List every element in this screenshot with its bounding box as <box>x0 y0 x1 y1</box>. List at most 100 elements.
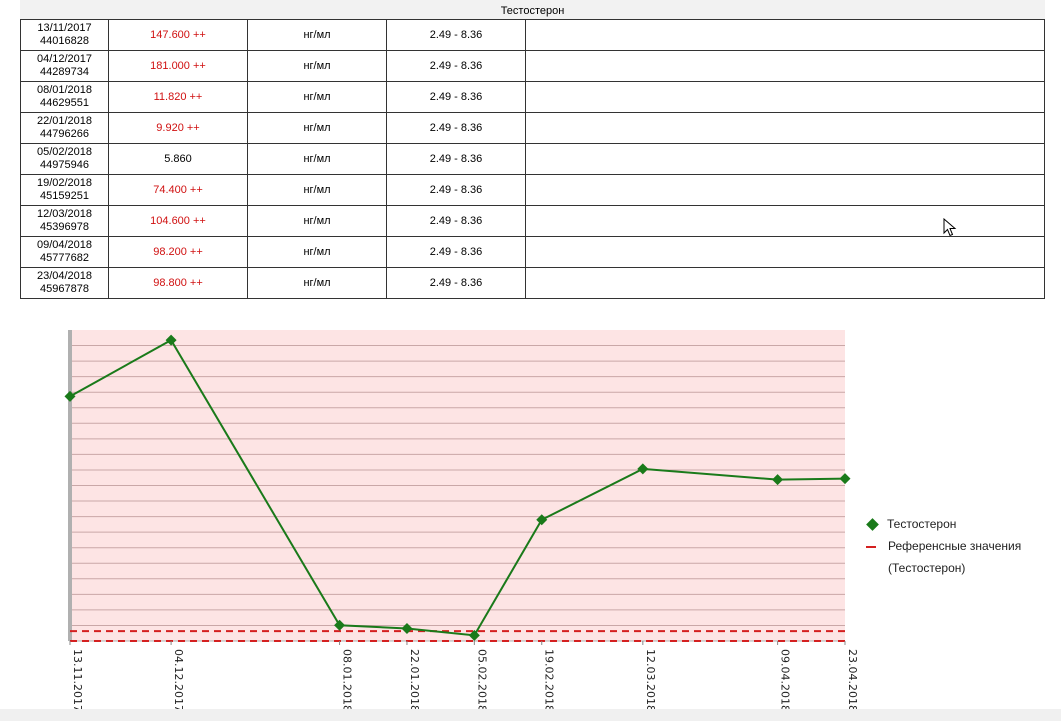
x-tick-label: 12.03.2018 <box>644 649 657 712</box>
date-cell: 22/01/2018 44796266 <box>21 113 109 143</box>
value-cell: 147.600 ++ <box>109 20 248 50</box>
table-title: Тестостерон <box>20 0 1045 20</box>
row-date: 05/02/2018 <box>36 146 93 158</box>
range-cell: 2.49 - 8.36 <box>387 144 526 174</box>
data-point <box>637 463 649 475</box>
data-point <box>468 629 480 641</box>
data-point <box>839 473 851 485</box>
data-point <box>165 334 177 346</box>
row-date: 13/11/2017 <box>37 22 92 34</box>
x-tick-label: 04.12.2017 <box>172 649 185 712</box>
x-tick-label: 19.02.2018 <box>543 649 556 712</box>
table-row: 05/02/2018 44975946 5.860 нг/мл 2.49 - 8.36 <box>21 144 1044 175</box>
note-cell <box>526 175 1044 205</box>
value-cell: 9.920 ++ <box>109 113 248 143</box>
unit-cell: нг/мл <box>248 175 387 205</box>
range-cell: 2.49 - 8.36 <box>387 237 526 267</box>
unit-cell: нг/мл <box>248 237 387 267</box>
range-cell: 2.49 - 8.36 <box>387 206 526 236</box>
x-tick-label: 08.01.2018 <box>341 649 354 712</box>
row-date: 04/12/2017 <box>36 53 93 65</box>
date-cell: 04/12/2017 44289734 <box>21 51 109 81</box>
legend-reference-label-2: (Тестостерон) <box>888 561 966 575</box>
horizontal-scrollbar[interactable] <box>0 709 1061 721</box>
date-cell: 13/11/2017 44016828 <box>21 20 109 50</box>
legend-reference-label: Референсные значения <box>888 539 1022 553</box>
table-row: 09/04/2018 45777682 98.200 ++ нг/мл 2.49 - 8… <box>21 237 1044 268</box>
note-cell <box>526 237 1044 267</box>
table-row: 19/02/2018 45159251 74.400 ++ нг/мл 2.49 - 8… <box>21 175 1044 206</box>
range-cell: 2.49 - 8.36 <box>387 268 526 298</box>
note-cell <box>526 268 1044 298</box>
x-tick-label: 05.02.2018 <box>475 649 488 712</box>
value-cell: 104.600 ++ <box>109 206 248 236</box>
unit-cell: нг/мл <box>248 268 387 298</box>
note-cell <box>526 82 1044 112</box>
table-row: 22/01/2018 44796266 9.920 ++ нг/мл 2.49 - 8.… <box>21 113 1044 144</box>
row-date: 23/04/2018 <box>36 270 93 282</box>
table-row: 04/12/2017 44289734 181.000 ++ нг/мл 2.49 - … <box>21 51 1044 82</box>
date-cell: 09/04/2018 45777682 <box>21 237 109 267</box>
legend-item-reference[interactable]: Референсные значения (Тестостерон) <box>866 539 1056 579</box>
unit-cell: нг/мл <box>248 82 387 112</box>
row-date: 19/02/2018 <box>36 177 93 189</box>
unit-cell: нг/мл <box>248 51 387 81</box>
data-point <box>334 619 346 631</box>
row-date: 22/01/2018 <box>36 115 93 127</box>
value-cell: 74.400 ++ <box>109 175 248 205</box>
range-cell: 2.49 - 8.36 <box>387 82 526 112</box>
mouse-cursor-icon <box>943 218 957 237</box>
row-id: 45777682 <box>40 252 89 264</box>
chart: 13.11.2017 04.12.2017 08.01.2018 22.01.2018… <box>0 320 1061 721</box>
note-cell <box>526 51 1044 81</box>
unit-cell: нг/мл <box>248 113 387 143</box>
date-cell: 23/04/2018 45967878 <box>21 268 109 298</box>
row-id: 45159251 <box>40 190 89 202</box>
chart-legend: Тестостерон Референсные значения (Тестос… <box>866 517 1056 587</box>
table-row: 13/11/2017 44016828 147.600 ++ нг/мл 2.49 - … <box>21 20 1044 51</box>
table-row: 08/01/2018 44629551 11.820 ++ нг/мл 2.49 - 8… <box>21 82 1044 113</box>
data-point <box>401 622 413 634</box>
results-table: Тестостерон 13/11/2017 44016828 147.600 ++… <box>20 0 1045 299</box>
data-point <box>772 474 784 486</box>
legend-item-series[interactable]: Тестостерон <box>866 517 1056 531</box>
date-cell: 19/02/2018 45159251 <box>21 175 109 205</box>
unit-cell: нг/мл <box>248 20 387 50</box>
row-date: 12/03/2018 <box>36 208 93 220</box>
row-id: 44975946 <box>40 159 89 171</box>
row-id: 45396978 <box>40 221 89 233</box>
value-cell: 5.860 <box>109 144 248 174</box>
range-cell: 2.49 - 8.36 <box>387 113 526 143</box>
note-cell <box>526 113 1044 143</box>
table-row: 12/03/2018 45396978 104.600 ++ нг/мл 2.49 - … <box>21 206 1044 237</box>
row-id: 44016828 <box>40 35 89 47</box>
x-tick-label: 09.04.2018 <box>779 649 792 712</box>
table-row: 23/04/2018 45967878 98.800 ++ нг/мл 2.49 - 8… <box>21 268 1044 299</box>
x-tick-label: 22.01.2018 <box>408 649 421 712</box>
value-cell: 11.820 ++ <box>109 82 248 112</box>
data-point <box>64 390 76 402</box>
x-tick-label: 23.04.2018 <box>846 649 859 712</box>
note-cell <box>526 206 1044 236</box>
row-id: 44629551 <box>40 97 89 109</box>
unit-cell: нг/мл <box>248 206 387 236</box>
row-date: 09/04/2018 <box>36 239 93 251</box>
date-cell: 08/01/2018 44629551 <box>21 82 109 112</box>
value-cell: 98.800 ++ <box>109 268 248 298</box>
dash-icon <box>866 546 876 548</box>
range-cell: 2.49 - 8.36 <box>387 175 526 205</box>
legend-series-label: Тестостерон <box>887 517 957 531</box>
date-cell: 05/02/2018 44975946 <box>21 144 109 174</box>
date-cell: 12/03/2018 45396978 <box>21 206 109 236</box>
range-cell: 2.49 - 8.36 <box>387 20 526 50</box>
row-id: 45967878 <box>40 283 89 295</box>
table-body: 13/11/2017 44016828 147.600 ++ нг/мл 2.49 - … <box>20 20 1045 299</box>
chart-svg: 13.11.2017 04.12.2017 08.01.2018 22.01.2018… <box>64 330 859 712</box>
range-cell: 2.49 - 8.36 <box>387 51 526 81</box>
value-cell: 98.200 ++ <box>109 237 248 267</box>
diamond-icon <box>866 517 879 531</box>
note-cell <box>526 144 1044 174</box>
row-id: 44289734 <box>40 66 89 78</box>
x-tick-label: 13.11.2017 <box>71 649 84 712</box>
row-id: 44796266 <box>40 128 89 140</box>
